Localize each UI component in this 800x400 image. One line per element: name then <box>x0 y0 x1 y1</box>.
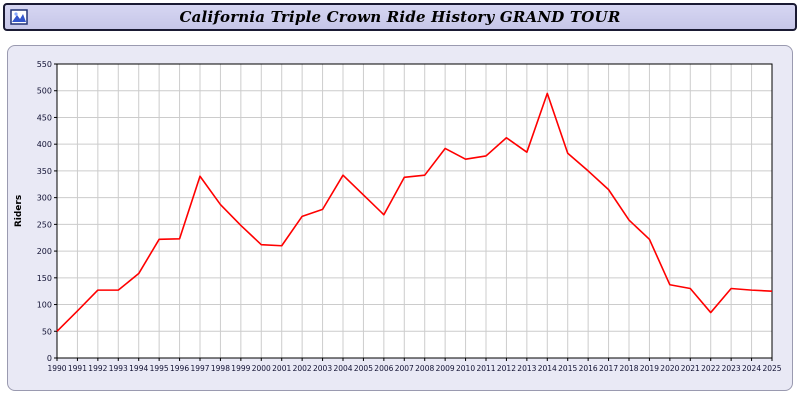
svg-text:200: 200 <box>37 247 52 256</box>
svg-text:1995: 1995 <box>150 364 169 373</box>
svg-text:2012: 2012 <box>497 364 516 373</box>
svg-text:550: 550 <box>37 60 52 69</box>
svg-text:150: 150 <box>37 274 52 283</box>
svg-text:2006: 2006 <box>374 364 393 373</box>
svg-text:2007: 2007 <box>395 364 414 373</box>
svg-text:350: 350 <box>37 167 52 176</box>
svg-text:50: 50 <box>42 327 52 336</box>
svg-text:2013: 2013 <box>517 364 536 373</box>
svg-text:2001: 2001 <box>272 364 291 373</box>
page-title: California Triple Crown Ride History GRA… <box>179 8 621 26</box>
svg-text:2009: 2009 <box>436 364 455 373</box>
svg-text:2014: 2014 <box>538 364 557 373</box>
svg-text:100: 100 <box>37 301 52 310</box>
svg-text:2016: 2016 <box>579 364 598 373</box>
svg-text:2008: 2008 <box>415 364 434 373</box>
svg-text:2010: 2010 <box>456 364 475 373</box>
svg-text:1990: 1990 <box>47 364 66 373</box>
svg-text:450: 450 <box>37 113 52 122</box>
svg-text:Riders: Riders <box>14 195 24 227</box>
svg-text:2021: 2021 <box>681 364 700 373</box>
svg-text:1999: 1999 <box>231 364 250 373</box>
svg-text:300: 300 <box>37 194 52 203</box>
svg-text:2011: 2011 <box>476 364 495 373</box>
svg-text:2022: 2022 <box>701 364 720 373</box>
svg-text:500: 500 <box>37 87 52 96</box>
svg-text:1991: 1991 <box>68 364 87 373</box>
svg-text:2017: 2017 <box>599 364 618 373</box>
svg-text:1994: 1994 <box>129 364 148 373</box>
svg-text:0: 0 <box>47 354 52 363</box>
svg-text:2015: 2015 <box>558 364 577 373</box>
svg-text:250: 250 <box>37 220 52 229</box>
svg-text:1992: 1992 <box>88 364 107 373</box>
svg-text:1997: 1997 <box>190 364 209 373</box>
chart-panel: 0 50 100 150 200 250 300 350 400 450 500 550 1990 199… <box>7 45 793 391</box>
svg-text:2019: 2019 <box>640 364 659 373</box>
svg-text:1993: 1993 <box>109 364 128 373</box>
svg-text:2002: 2002 <box>293 364 312 373</box>
svg-text:2005: 2005 <box>354 364 373 373</box>
svg-text:2020: 2020 <box>660 364 679 373</box>
svg-text:2004: 2004 <box>333 364 352 373</box>
svg-text:2024: 2024 <box>742 364 761 373</box>
svg-text:400: 400 <box>37 140 52 149</box>
svg-text:2003: 2003 <box>313 364 332 373</box>
svg-text:2023: 2023 <box>722 364 741 373</box>
svg-text:2018: 2018 <box>619 364 638 373</box>
svg-text:2000: 2000 <box>252 364 271 373</box>
title-bar: California Triple Crown Ride History GRA… <box>3 3 797 31</box>
svg-text:1998: 1998 <box>211 364 230 373</box>
svg-text:2025: 2025 <box>762 364 781 373</box>
svg-text:1996: 1996 <box>170 364 189 373</box>
chart-icon <box>10 8 28 26</box>
